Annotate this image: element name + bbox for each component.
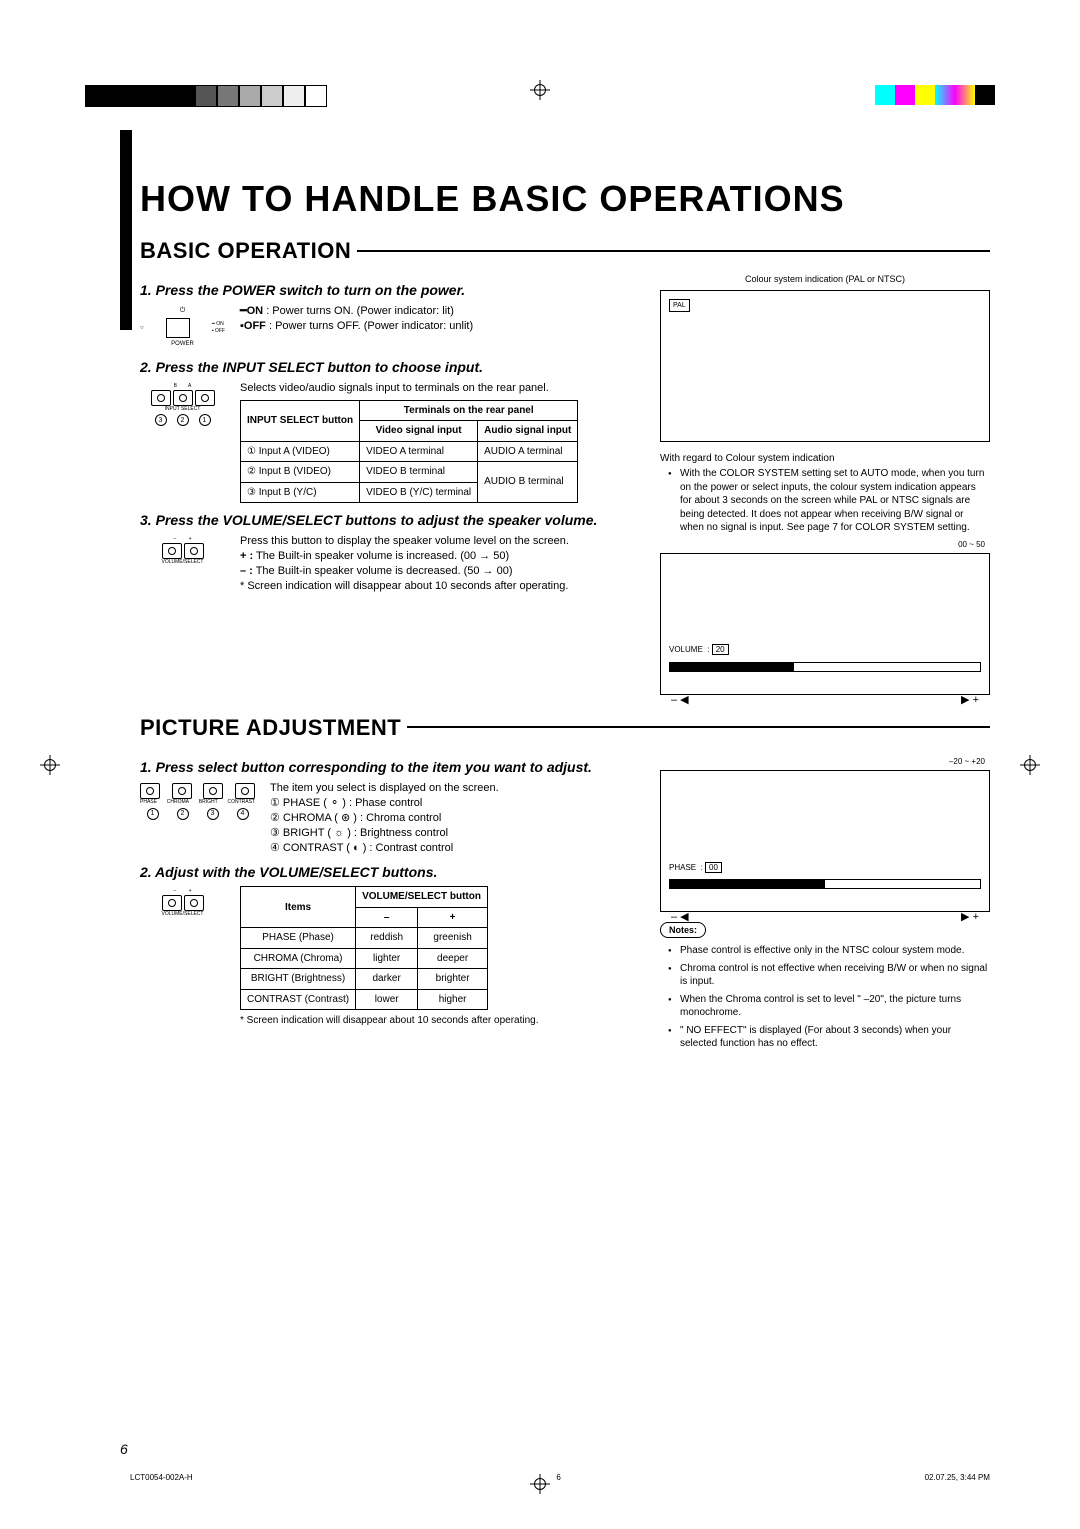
colour-system-caption: With regard to Colour system indication (660, 452, 990, 466)
step-pic-select: 1. Press select button corresponding to … (140, 758, 640, 777)
colour-system-note-list: With the COLOR SYSTEM setting set to AUT… (672, 467, 990, 535)
crosshair-left (40, 755, 60, 775)
pic-footnote: * Screen indication will disappear about… (240, 1014, 640, 1028)
pic-item-1: ① PHASE ( ⚬ ) : Phase control (270, 796, 640, 811)
notes-list: Phase control is effective only in the N… (672, 944, 990, 1051)
osd-colour-system: PAL (660, 290, 990, 442)
footer: LCT0054-002A-H 6 02.07.25, 3:44 PM (130, 1473, 990, 1484)
footer-left: LCT0054-002A-H (130, 1473, 193, 1484)
osd-colour-system-caption: Colour system indication (PAL or NTSC) (660, 273, 990, 285)
pic-item-3: ③ BRIGHT ( ☼ ) : Brightness control (270, 826, 640, 841)
volume-plus: + : The Built-in speaker volume is incre… (240, 549, 640, 564)
pic-intro: The item you select is displayed on the … (270, 781, 640, 796)
volume-select-diagram-2: – + VOLUME/SELECT (140, 888, 225, 918)
note-item: Chroma control is not effective when rec… (672, 962, 990, 989)
section-picture-adjustment: PICTURE ADJUSTMENT (140, 713, 990, 743)
volume-minus: – : The Built-in speaker volume is decre… (240, 564, 640, 579)
input-select-diagram: B A INPUT SELECT 321 (140, 383, 225, 427)
step-power: 1. Press the POWER switch to turn on the… (140, 281, 640, 300)
step-input-select: 2. Press the INPUT SELECT button to choo… (140, 358, 640, 377)
note-item: When the Chroma control is set to level … (672, 993, 990, 1020)
black-tab (120, 130, 132, 330)
osd-phase: –20 ~ +20 PHASE : 00 – ◀ ▶ + (660, 770, 990, 912)
pic-item-4: ④ CONTRAST ( ◐ ) : Contrast control (270, 841, 640, 856)
picture-adjust-table: ItemsVOLUME/SELECT button –+ PHASE (Phas… (240, 886, 488, 1010)
page-number: 6 (120, 1440, 128, 1459)
crosshair-top (530, 80, 550, 100)
footer-right: 02.07.25, 3:44 PM (925, 1473, 990, 1484)
step-volume: 3. Press the VOLUME/SELECT buttons to ad… (140, 511, 640, 530)
footer-center: 6 (556, 1473, 560, 1484)
input-select-intro: Selects video/audio signals input to ter… (240, 381, 640, 396)
volume-select-diagram: – + VOLUME/SELECT (140, 536, 225, 566)
section-basic-operation: BASIC OPERATION (140, 236, 990, 266)
volume-note: * Screen indication will disappear about… (240, 579, 640, 594)
crosshair-right (1020, 755, 1040, 775)
pic-item-2: ② CHROMA ( ⊛ ) : Chroma control (270, 811, 640, 826)
step-pic-adjust: 2. Adjust with the VOLUME/SELECT buttons… (140, 863, 640, 882)
power-on-desc: ━ON : Power turns ON. (Power indicator: … (240, 304, 640, 319)
power-off-desc: ▪OFF : Power turns OFF. (Power indicator… (240, 319, 640, 334)
picture-adjust-diagram: PHASECHROMABRIGHTCONTRAST 1234 (140, 783, 255, 820)
note-item: Phase control is effective only in the N… (672, 944, 990, 958)
power-switch-diagram: ⏻ ○━ ON▪ OFF POWER (140, 306, 225, 348)
page-title: HOW TO HANDLE BASIC OPERATIONS (140, 180, 990, 218)
volume-intro: Press this button to display the speaker… (240, 534, 640, 549)
osd-volume: 00 ~ 50 VOLUME : 20 – ◀ ▶ + (660, 553, 990, 695)
input-select-table: INPUT SELECT buttonTerminals on the rear… (240, 400, 578, 504)
note-item: " NO EFFECT" is displayed (For about 3 s… (672, 1024, 990, 1051)
colour-system-note: With the COLOR SYSTEM setting set to AUT… (672, 467, 990, 535)
